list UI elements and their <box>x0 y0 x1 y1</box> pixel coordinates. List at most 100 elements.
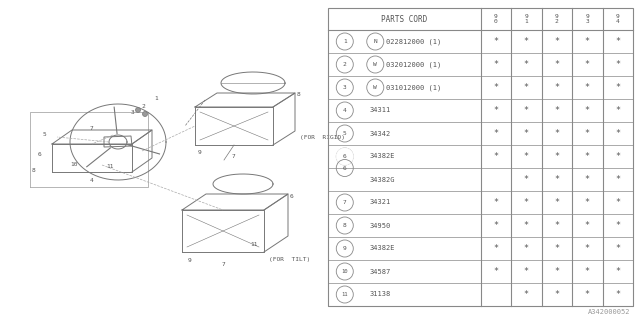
Text: 9
4: 9 4 <box>616 14 620 24</box>
Text: *: * <box>493 267 499 276</box>
Text: *: * <box>585 152 589 161</box>
Text: *: * <box>585 198 589 207</box>
Text: *: * <box>615 290 620 299</box>
Text: N: N <box>373 39 377 44</box>
Text: *: * <box>554 290 559 299</box>
Text: W: W <box>373 62 377 67</box>
Text: 5: 5 <box>343 131 347 136</box>
Text: 6: 6 <box>290 194 294 198</box>
Text: *: * <box>615 129 620 138</box>
Text: *: * <box>493 106 499 115</box>
Circle shape <box>143 111 147 116</box>
Text: 1: 1 <box>343 39 347 44</box>
Text: 7: 7 <box>221 261 225 267</box>
Text: 9: 9 <box>343 246 347 251</box>
Text: *: * <box>554 175 559 184</box>
Text: 11: 11 <box>250 242 258 246</box>
Text: 8: 8 <box>297 92 301 98</box>
Text: 031012000 (1): 031012000 (1) <box>386 84 441 91</box>
Text: 31138: 31138 <box>369 292 390 298</box>
Text: *: * <box>524 267 529 276</box>
Text: 34382E: 34382E <box>369 245 395 252</box>
Text: 2: 2 <box>141 105 145 109</box>
Text: 9
3: 9 3 <box>586 14 589 24</box>
Text: *: * <box>615 60 620 69</box>
Text: 032012000 (1): 032012000 (1) <box>386 61 441 68</box>
Text: *: * <box>554 106 559 115</box>
Text: 3: 3 <box>343 85 347 90</box>
Text: 6: 6 <box>343 165 347 171</box>
Text: 10: 10 <box>342 269 348 274</box>
Text: 022812000 (1): 022812000 (1) <box>386 38 441 45</box>
Text: *: * <box>554 221 559 230</box>
Text: 7: 7 <box>343 200 347 205</box>
Text: *: * <box>585 60 589 69</box>
Bar <box>328 8 633 306</box>
Text: *: * <box>615 152 620 161</box>
Text: 34382E: 34382E <box>369 154 395 159</box>
Text: 11: 11 <box>106 164 114 169</box>
Text: 7: 7 <box>232 155 236 159</box>
Text: *: * <box>524 106 529 115</box>
Text: 7: 7 <box>90 125 94 131</box>
Text: 11: 11 <box>342 292 348 297</box>
Text: *: * <box>554 60 559 69</box>
Text: 6: 6 <box>38 151 42 156</box>
Text: *: * <box>493 152 499 161</box>
Text: 34587: 34587 <box>369 268 390 275</box>
Text: 5: 5 <box>42 132 46 138</box>
Text: A342000052: A342000052 <box>588 309 630 315</box>
Text: 9
1: 9 1 <box>524 14 528 24</box>
Text: *: * <box>615 198 620 207</box>
Text: *: * <box>585 244 589 253</box>
Text: *: * <box>554 267 559 276</box>
Text: *: * <box>524 152 529 161</box>
Text: *: * <box>585 37 589 46</box>
Text: W: W <box>373 85 377 90</box>
Text: *: * <box>554 129 559 138</box>
Text: *: * <box>524 83 529 92</box>
Text: *: * <box>615 221 620 230</box>
Text: 4: 4 <box>90 178 94 182</box>
Text: 9: 9 <box>198 150 202 156</box>
Circle shape <box>336 148 353 165</box>
Text: 8: 8 <box>32 167 36 172</box>
Text: *: * <box>493 129 499 138</box>
Text: (FOR  RIGID): (FOR RIGID) <box>300 135 345 140</box>
Text: *: * <box>524 221 529 230</box>
Text: *: * <box>524 129 529 138</box>
Text: *: * <box>493 83 499 92</box>
Text: *: * <box>615 244 620 253</box>
Text: *: * <box>585 221 589 230</box>
Text: 9
0: 9 0 <box>494 14 498 24</box>
Text: 34950: 34950 <box>369 222 390 228</box>
Text: *: * <box>585 175 589 184</box>
Text: *: * <box>554 244 559 253</box>
Text: *: * <box>554 37 559 46</box>
Text: *: * <box>585 106 589 115</box>
Text: PARTS CORD: PARTS CORD <box>381 14 428 23</box>
Text: *: * <box>554 198 559 207</box>
Text: *: * <box>524 198 529 207</box>
Text: *: * <box>524 290 529 299</box>
Text: 8: 8 <box>343 223 347 228</box>
Text: 34342: 34342 <box>369 131 390 137</box>
Text: *: * <box>524 244 529 253</box>
Text: *: * <box>615 37 620 46</box>
Text: *: * <box>585 290 589 299</box>
Text: *: * <box>524 37 529 46</box>
Circle shape <box>136 108 141 113</box>
Text: *: * <box>585 83 589 92</box>
Text: *: * <box>615 106 620 115</box>
Text: *: * <box>493 198 499 207</box>
Text: *: * <box>524 60 529 69</box>
Text: 34382G: 34382G <box>369 177 395 182</box>
Text: *: * <box>585 129 589 138</box>
Text: *: * <box>493 60 499 69</box>
Text: *: * <box>615 175 620 184</box>
Text: (FOR  TILT): (FOR TILT) <box>269 258 310 262</box>
Text: *: * <box>493 244 499 253</box>
Text: *: * <box>615 267 620 276</box>
Text: *: * <box>524 175 529 184</box>
Text: 10: 10 <box>70 162 77 166</box>
